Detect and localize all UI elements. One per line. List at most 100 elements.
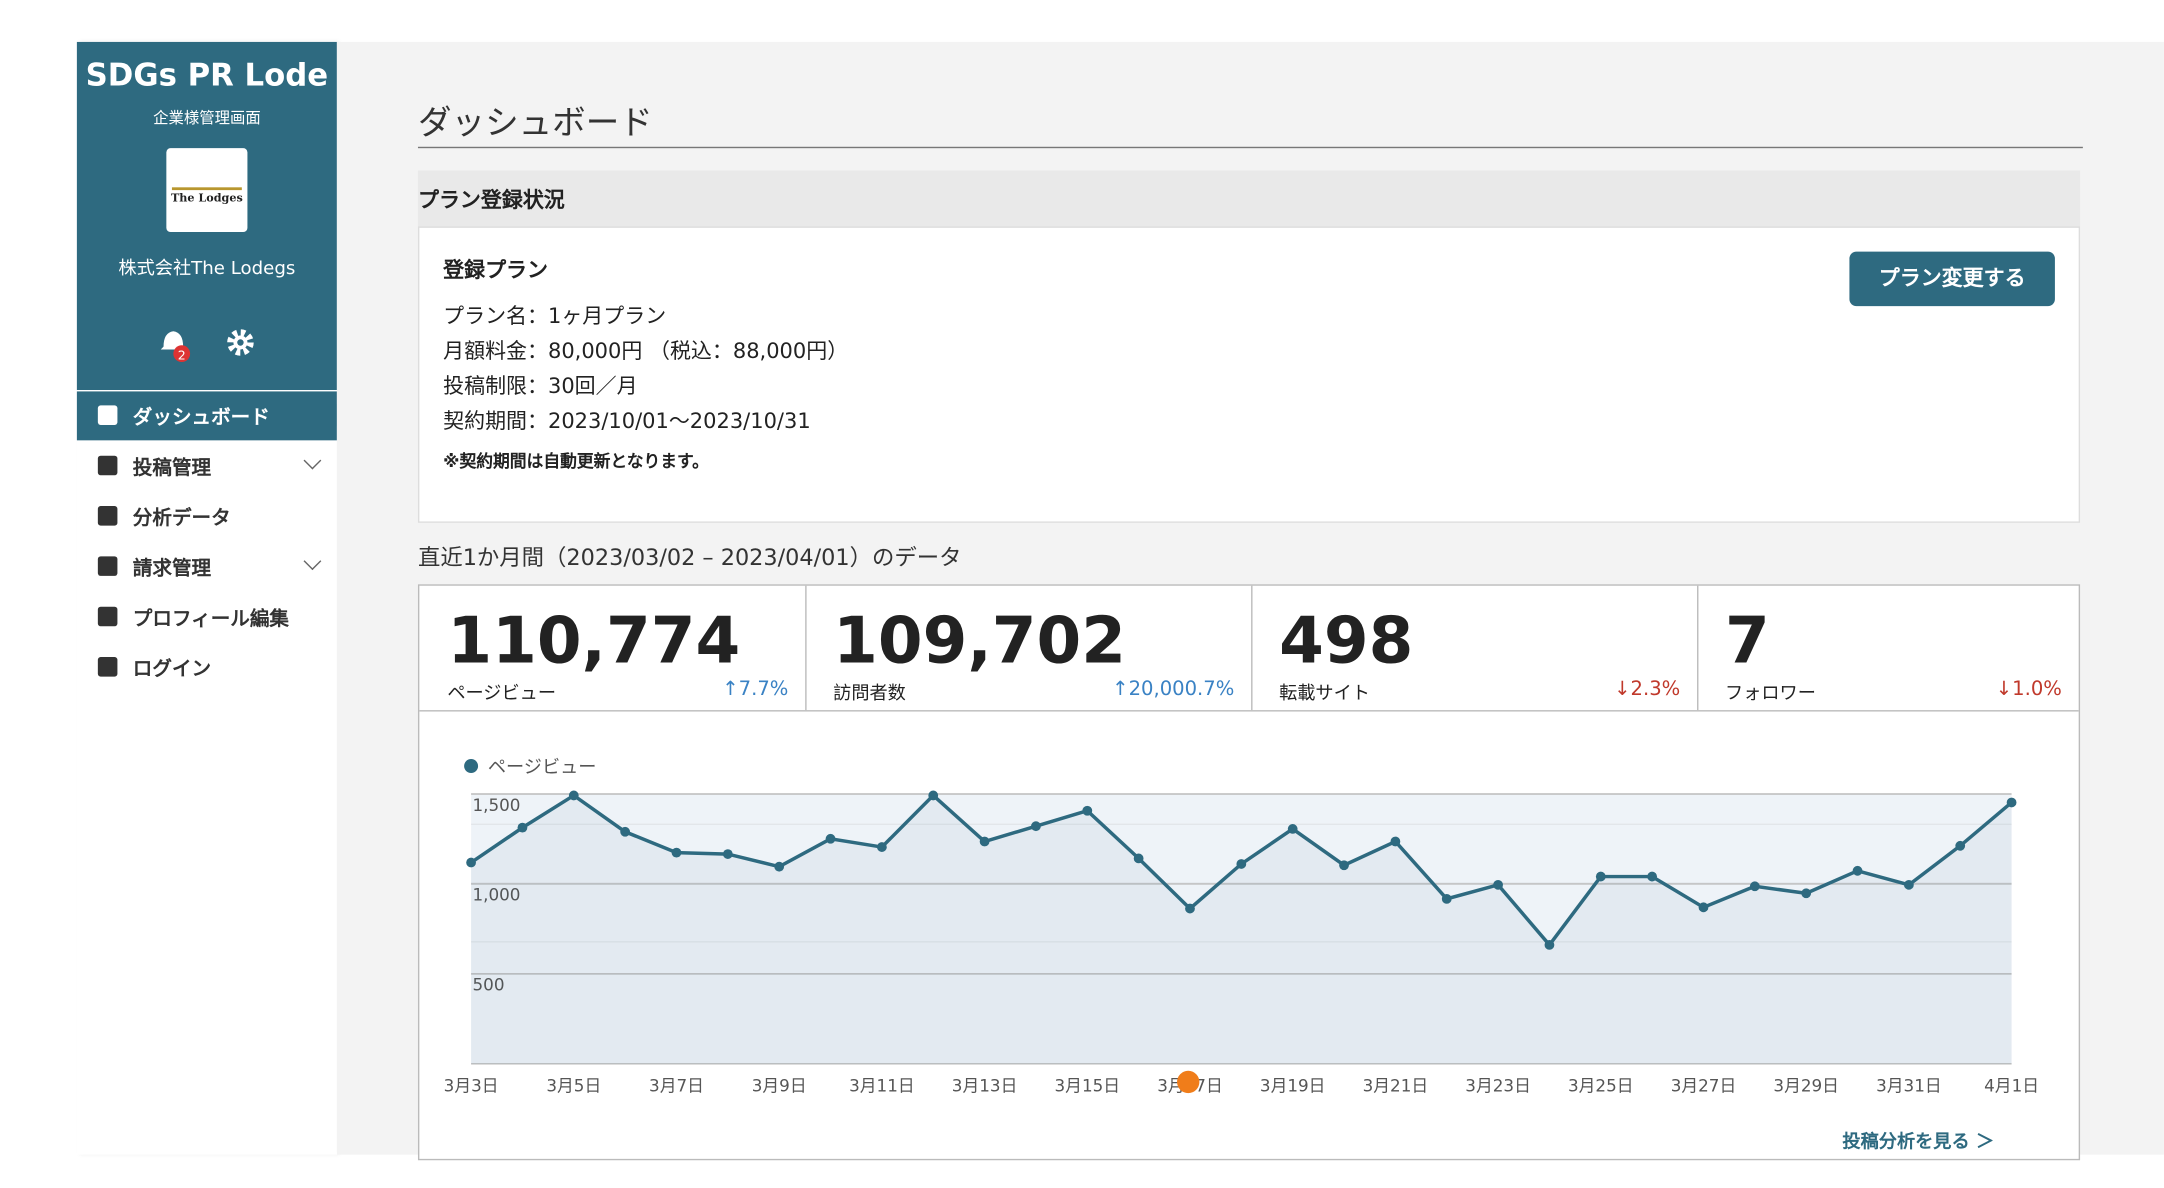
data-point xyxy=(1852,865,1863,876)
sidebar-header: SDGs PR Lode 企業様管理画面 The Lodges 株式会社The … xyxy=(76,41,337,391)
logo-text: The Lodges xyxy=(170,190,243,205)
data-point xyxy=(722,849,733,859)
x-tick-label: 3月15日 xyxy=(1055,1076,1121,1096)
data-point xyxy=(1801,888,1812,899)
period-title: 直近1か月間（2023/03/02 – 2023/04/01）のデータ xyxy=(417,543,962,571)
data-point xyxy=(825,833,836,844)
menu-item[interactable]: 分析データ xyxy=(132,507,231,530)
data-point xyxy=(1031,821,1041,832)
stat-divider xyxy=(1251,585,1253,711)
plan-section-title: プラン登録状況 xyxy=(417,187,565,213)
x-tick-label: 3月29日 xyxy=(1773,1076,1839,1096)
menu-item[interactable]: プロフィール編集 xyxy=(132,608,289,631)
plan-section-bar xyxy=(417,170,2081,227)
stat-value: 498 xyxy=(1279,602,1414,678)
x-tick-label: 3月13日 xyxy=(952,1076,1018,1096)
stat-divider xyxy=(1697,585,1699,711)
data-point xyxy=(517,822,528,833)
x-tick-label: 3月5日 xyxy=(546,1076,601,1096)
logo: The Lodges xyxy=(166,148,248,233)
x-tick-label: 3月11日 xyxy=(849,1076,915,1096)
plan-line: 投稿制限：30回／月 xyxy=(443,373,638,399)
menu-icon xyxy=(97,506,118,526)
analysis-link[interactable]: 投稿分析を見る ＞ xyxy=(1842,1132,1995,1154)
menu-item[interactable]: 請求管理 xyxy=(132,557,212,581)
stat-label: 訪問者数 xyxy=(833,683,906,705)
x-tick-label: 3月7日 xyxy=(649,1076,704,1096)
data-point xyxy=(2006,797,2017,808)
stats-panel: 500 1,000 1,500 3月3日 3月5日 3月7日 3月9日 3月11日 3月13日 3… xyxy=(417,584,2081,1161)
data-point xyxy=(774,861,785,872)
plot-area xyxy=(471,794,2012,1064)
menu-item[interactable]: ダッシュボード xyxy=(132,406,270,430)
stat-change: ↑20,000.7% xyxy=(1112,677,1235,701)
data-point xyxy=(1698,902,1709,913)
brand: SDGs PR Lode xyxy=(85,58,329,94)
stat-label: フォロワー xyxy=(1725,683,1816,705)
data-point xyxy=(1749,881,1760,892)
stat-label: 転載サイト xyxy=(1279,683,1370,705)
menu-icon xyxy=(97,405,118,425)
page-title: ダッシュボード xyxy=(417,103,653,143)
legend-swatch xyxy=(464,759,479,774)
data-point xyxy=(1339,860,1349,871)
settings-icon[interactable] xyxy=(225,327,256,358)
plan-note: ※契約期間は自動更新となります。 xyxy=(443,451,709,472)
x-tick-label: 3月25日 xyxy=(1568,1076,1634,1096)
bell-icon[interactable]: 2 xyxy=(158,324,200,366)
data-point xyxy=(1185,903,1195,914)
menu-icon xyxy=(97,606,118,627)
x-tick-label: 4月1日 xyxy=(1984,1076,2039,1096)
menu-item[interactable]: ログイン xyxy=(132,658,212,681)
data-point xyxy=(876,842,887,852)
data-point xyxy=(1082,805,1093,816)
x-tick-label: 3月31日 xyxy=(1876,1076,1942,1096)
main: ダッシュボード プラン登録状況 登録プラン ※契約期間は自動更新となります。 プ… xyxy=(336,41,2164,1161)
company: 株式会社The Lodegs xyxy=(118,258,296,280)
stat-value: 110,774 xyxy=(447,602,741,678)
title-rule xyxy=(417,146,2083,149)
stat-value: 7 xyxy=(1725,602,1770,678)
menu-icon xyxy=(97,657,118,677)
chevron xyxy=(303,552,322,571)
plan-box-title: 登録プラン xyxy=(443,257,548,283)
data-point xyxy=(620,826,631,837)
data-point xyxy=(979,836,990,847)
x-tick-label: 3月21日 xyxy=(1363,1076,1429,1096)
notification-badge: 2 xyxy=(178,347,186,362)
change-plan-button[interactable]: プラン変更する xyxy=(1849,251,2055,307)
data-point xyxy=(1390,836,1401,847)
data-point xyxy=(1544,940,1555,950)
plan-line: プラン名：1ヶ月プラン xyxy=(443,303,667,329)
data-point xyxy=(466,857,476,868)
menu-icon xyxy=(97,556,118,576)
menu-item[interactable]: 投稿管理 xyxy=(132,457,212,480)
menu-icon xyxy=(97,455,118,476)
data-point xyxy=(1903,879,1914,890)
stat-change: ↓1.0% xyxy=(1995,677,2062,701)
stat-change: ↑7.7% xyxy=(722,677,789,701)
data-point xyxy=(1236,859,1247,869)
plan-line: 契約期間：2023/10/01〜2023/10/31 xyxy=(443,408,811,434)
data-point xyxy=(568,790,579,801)
y-tick-label: 1,500 xyxy=(472,795,520,815)
plan-box: 登録プラン ※契約期間は自動更新となります。 プラン変更する プラン名：1ヶ月プ… xyxy=(417,226,2081,523)
stat-label: ページビュー xyxy=(447,683,557,705)
y-tick-label: 500 xyxy=(472,975,504,995)
x-tick-label: 3月3日 xyxy=(444,1076,499,1096)
data-point xyxy=(1133,853,1144,864)
chart: 500 1,000 1,500 3月3日 3月5日 3月7日 3月9日 3月11日 3月13日 3… xyxy=(444,757,2039,1096)
data-point xyxy=(1595,871,1606,882)
data-point xyxy=(671,847,682,858)
legend-label: ページビュー xyxy=(488,757,597,778)
area xyxy=(471,795,2012,1064)
data-point xyxy=(928,790,939,801)
menu-active-bg xyxy=(76,391,337,441)
x-tick-label: 3月27日 xyxy=(1671,1076,1737,1096)
subtitle: 企業様管理画面 xyxy=(153,109,261,128)
plan-line: 月額料金：80,000円 （税込：88,000円） xyxy=(443,338,849,364)
stats-rule xyxy=(419,710,2079,712)
x-tick-label: 3月9日 xyxy=(752,1076,807,1096)
